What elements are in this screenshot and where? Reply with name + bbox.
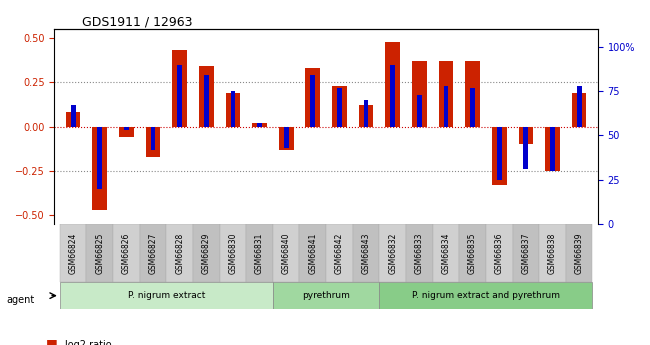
FancyBboxPatch shape	[540, 224, 566, 282]
Bar	[257, 123, 262, 127]
Bar	[231, 91, 235, 127]
Bar	[470, 88, 475, 127]
FancyBboxPatch shape	[460, 224, 486, 282]
Bar	[417, 95, 422, 127]
FancyBboxPatch shape	[326, 224, 353, 282]
Text: GSM66830: GSM66830	[228, 232, 237, 274]
Bar	[204, 75, 209, 127]
FancyBboxPatch shape	[433, 224, 460, 282]
Bar	[443, 86, 448, 127]
FancyBboxPatch shape	[380, 224, 406, 282]
FancyBboxPatch shape	[220, 224, 246, 282]
Bar	[306, 68, 320, 127]
Text: GSM66841: GSM66841	[308, 232, 317, 274]
Bar	[332, 86, 346, 127]
Text: GSM66838: GSM66838	[548, 232, 557, 274]
Bar	[359, 105, 373, 127]
FancyBboxPatch shape	[353, 224, 380, 282]
Text: log2 ratio: log2 ratio	[65, 340, 112, 345]
FancyBboxPatch shape	[406, 224, 433, 282]
Bar	[98, 127, 102, 189]
Bar	[523, 127, 528, 169]
Text: pyrethrum: pyrethrum	[302, 291, 350, 300]
Bar	[364, 100, 369, 127]
Bar	[172, 50, 187, 127]
Bar	[92, 127, 107, 210]
Bar	[519, 127, 533, 144]
Text: GSM66831: GSM66831	[255, 232, 264, 274]
Text: GSM66836: GSM66836	[495, 232, 504, 274]
Bar	[226, 93, 240, 127]
Text: GSM66834: GSM66834	[441, 232, 450, 274]
FancyBboxPatch shape	[566, 224, 592, 282]
Bar	[284, 127, 289, 148]
Text: P. nigrum extract: P. nigrum extract	[127, 291, 205, 300]
Bar	[439, 61, 453, 127]
Text: agent: agent	[6, 295, 34, 305]
FancyBboxPatch shape	[246, 224, 273, 282]
Bar	[412, 61, 426, 127]
Bar	[119, 127, 134, 137]
FancyBboxPatch shape	[273, 224, 300, 282]
FancyBboxPatch shape	[86, 224, 113, 282]
Bar	[146, 127, 161, 157]
Text: GSM66832: GSM66832	[388, 232, 397, 274]
Bar	[385, 41, 400, 127]
Bar	[66, 112, 81, 127]
Bar	[252, 123, 267, 127]
Text: GSM66842: GSM66842	[335, 232, 344, 274]
Bar	[465, 61, 480, 127]
Bar	[492, 127, 506, 185]
Bar	[199, 66, 214, 127]
Text: GSM66828: GSM66828	[175, 233, 184, 274]
Text: GSM66825: GSM66825	[96, 232, 104, 274]
Bar	[151, 127, 155, 150]
Text: GSM66840: GSM66840	[281, 232, 291, 274]
Bar	[497, 127, 502, 180]
Bar	[177, 65, 182, 127]
Bar	[550, 127, 555, 171]
Bar	[337, 88, 342, 127]
Text: GSM66829: GSM66829	[202, 232, 211, 274]
Bar	[279, 127, 294, 150]
FancyBboxPatch shape	[273, 282, 380, 309]
FancyBboxPatch shape	[60, 282, 273, 309]
Text: GSM66835: GSM66835	[468, 232, 477, 274]
FancyBboxPatch shape	[486, 224, 513, 282]
Text: ■: ■	[46, 337, 57, 345]
Text: GSM66839: GSM66839	[575, 232, 584, 274]
Bar	[545, 127, 560, 171]
Text: GDS1911 / 12963: GDS1911 / 12963	[82, 15, 192, 28]
Text: GSM66843: GSM66843	[361, 232, 370, 274]
Bar	[390, 65, 395, 127]
Text: GSM66827: GSM66827	[148, 232, 157, 274]
Bar	[124, 127, 129, 130]
Bar	[71, 105, 75, 127]
Text: GSM66826: GSM66826	[122, 232, 131, 274]
Text: P. nigrum extract and pyrethrum: P. nigrum extract and pyrethrum	[412, 291, 560, 300]
FancyBboxPatch shape	[60, 224, 86, 282]
Text: GSM66837: GSM66837	[521, 232, 530, 274]
Text: GSM66833: GSM66833	[415, 232, 424, 274]
FancyBboxPatch shape	[166, 224, 193, 282]
FancyBboxPatch shape	[300, 224, 326, 282]
FancyBboxPatch shape	[113, 224, 140, 282]
FancyBboxPatch shape	[513, 224, 540, 282]
Bar	[572, 93, 586, 127]
FancyBboxPatch shape	[140, 224, 166, 282]
FancyBboxPatch shape	[193, 224, 220, 282]
Bar	[577, 86, 582, 127]
Bar	[311, 75, 315, 127]
Text: GSM66824: GSM66824	[69, 232, 77, 274]
FancyBboxPatch shape	[380, 282, 592, 309]
